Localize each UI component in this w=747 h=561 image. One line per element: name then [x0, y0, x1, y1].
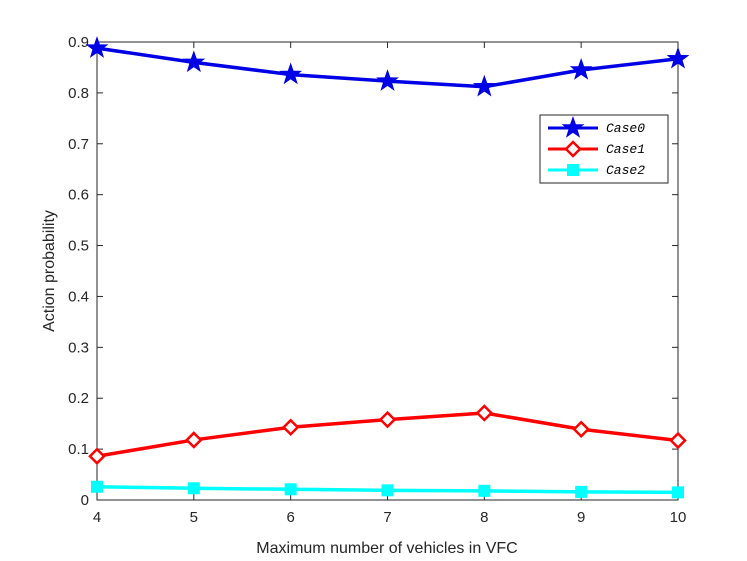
- data-point-star: [376, 69, 399, 91]
- y-tick-label: 0.4: [68, 288, 89, 305]
- x-tick-label: 4: [93, 509, 101, 526]
- data-point-diamond: [88, 447, 106, 466]
- x-tick-label: 5: [190, 509, 198, 526]
- data-point-star: [472, 74, 496, 97]
- data-point-square: [187, 482, 200, 495]
- data-point-diamond: [281, 418, 300, 436]
- series-case0: [85, 36, 690, 97]
- data-point-star: [85, 36, 109, 58]
- y-axis-title: Action probability: [41, 210, 58, 332]
- y-tick-label: 0.5: [68, 238, 89, 255]
- legend-entry: Case1: [548, 140, 645, 158]
- x-tick-label: 10: [670, 509, 687, 526]
- y-tick-label: 0.3: [68, 339, 89, 356]
- x-tick-label: 7: [383, 509, 391, 526]
- data-point-diamond: [669, 431, 687, 450]
- data-point-square: [575, 485, 588, 498]
- y-axis: 0 0.1 0.2 0.3 0.4 0.5 0.6 0.7 0.8 0.9: [68, 34, 678, 509]
- data-point-square: [478, 484, 491, 497]
- y-tick-label: 0.9: [68, 34, 89, 51]
- legend-entry: Case0: [548, 115, 645, 138]
- x-tick-label: 6: [286, 509, 294, 526]
- series-case1: [88, 404, 687, 466]
- data-point-star: [666, 46, 690, 69]
- y-tick-label: 0.6: [68, 187, 89, 204]
- x-tick-label: 8: [480, 509, 488, 526]
- data-point-star: [569, 57, 593, 80]
- x-tick-label: 9: [577, 509, 585, 526]
- legend-label: Case0: [606, 121, 645, 136]
- legend-marker-diamond: [564, 140, 582, 158]
- data-point-star: [182, 50, 206, 73]
- data-point-square: [91, 480, 103, 493]
- y-tick-label: 0: [81, 492, 89, 509]
- data-point-diamond: [378, 410, 397, 429]
- legend-label: Case2: [606, 163, 645, 178]
- data-point-square: [284, 483, 297, 496]
- legend-marker-star: [561, 115, 585, 138]
- data-point-star: [279, 62, 303, 85]
- series-case2: [91, 480, 684, 499]
- data-point-diamond: [475, 404, 494, 422]
- data-point-diamond: [572, 420, 590, 439]
- data-point-diamond: [185, 431, 203, 449]
- data-point-square: [672, 486, 684, 499]
- legend-entry: Case2: [548, 163, 645, 178]
- legend-marker-square: [567, 164, 579, 176]
- y-tick-label: 0.8: [68, 85, 89, 102]
- data-point-square: [381, 484, 394, 497]
- x-axis-title: Maximum number of vehicles in VFC: [256, 540, 517, 557]
- y-tick-label: 0.1: [68, 441, 89, 458]
- y-tick-label: 0.7: [68, 136, 89, 153]
- legend: Case0 Case1 Case2: [539, 114, 669, 184]
- legend-label: Case1: [606, 142, 645, 157]
- y-tick-label: 0.2: [68, 390, 89, 407]
- x-axis: 4 5 6 7 8 9 10: [93, 42, 687, 526]
- series-layer: [85, 36, 690, 499]
